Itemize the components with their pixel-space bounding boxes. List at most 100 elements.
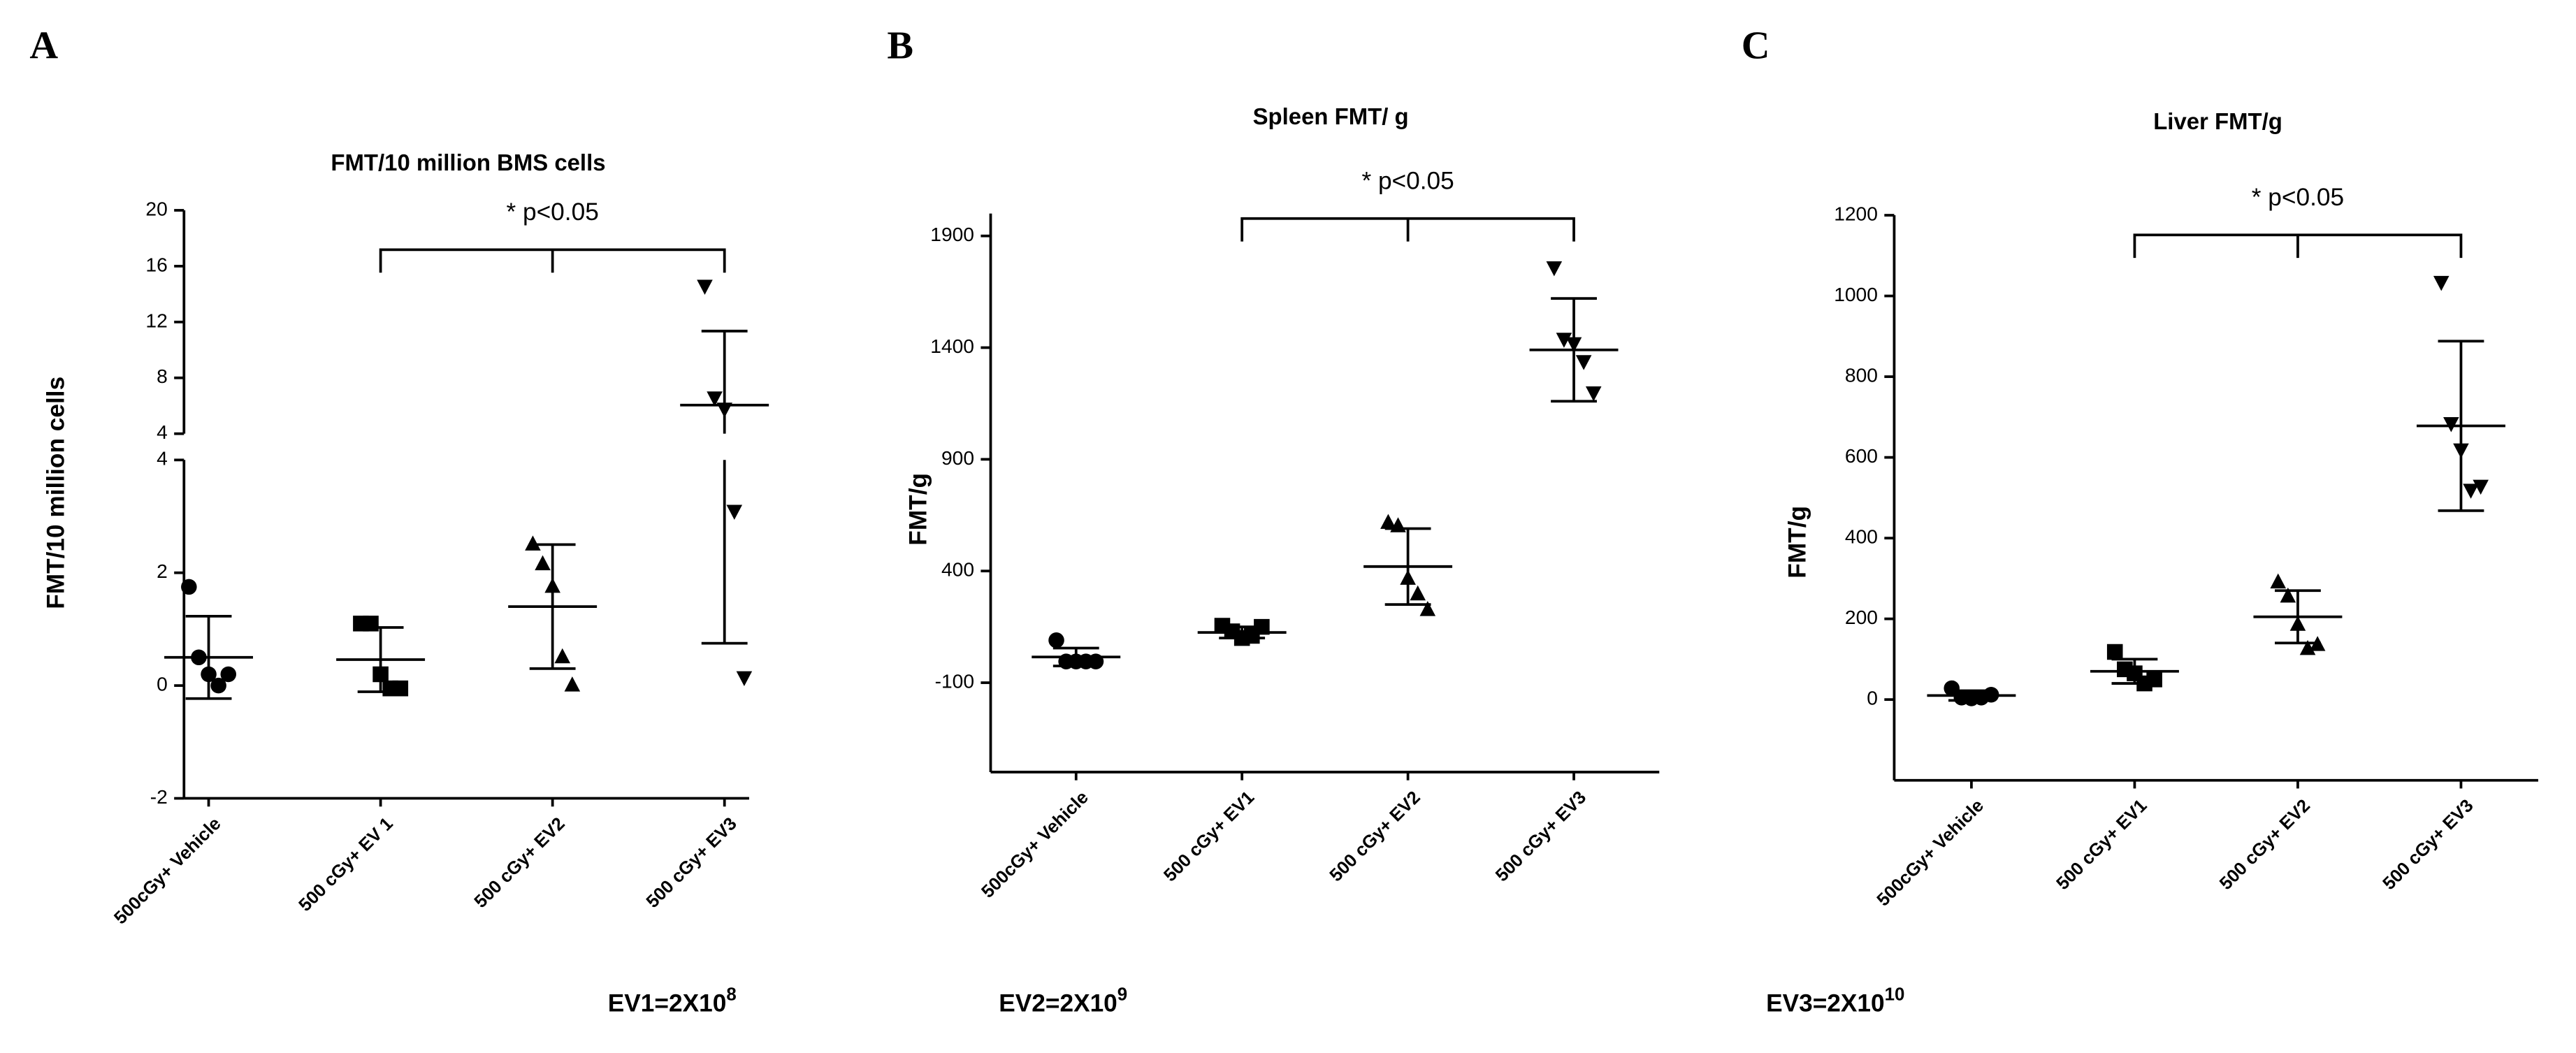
- data-point: [2146, 671, 2162, 688]
- y-tick-label: 900: [941, 446, 974, 469]
- data-point: [2309, 636, 2326, 651]
- data-point: [2433, 275, 2450, 291]
- x-tick-label: 500 cGy+ EV2: [1326, 787, 1424, 885]
- footnote-exponent: 10: [1885, 985, 1905, 1004]
- data-point: [1048, 632, 1064, 648]
- data-point: [1546, 261, 1563, 277]
- y-tick-label: 600: [1845, 444, 1878, 467]
- chart-title: Liver FMT/g: [2153, 108, 2282, 134]
- data-point: [716, 402, 732, 418]
- significance-label: * p<0.05: [2252, 184, 2344, 211]
- data-point: [2463, 484, 2479, 499]
- data-point: [2473, 479, 2489, 495]
- y-tick-label: 1000: [1834, 283, 1878, 305]
- panel-letter: C: [1742, 24, 1770, 68]
- data-point: [181, 579, 197, 595]
- x-tick-label: 500cGy+ Vehicle: [978, 787, 1092, 902]
- y-tick-label: 1900: [930, 223, 974, 245]
- footnote-text: EV1=2X10: [608, 990, 727, 1017]
- data-point: [392, 680, 409, 697]
- x-tick-label: 500 cGy+ EV2: [2216, 796, 2314, 894]
- y-tick-label: 200: [1845, 606, 1878, 628]
- y-tick-label: 4: [157, 421, 168, 443]
- data-point: [1380, 514, 1396, 529]
- data-point: [2289, 616, 2306, 631]
- footnote-text: EV3=2X10: [1766, 990, 1885, 1017]
- data-point: [1556, 333, 1572, 348]
- significance-label: * p<0.05: [506, 198, 598, 226]
- y-tick-label: 0: [1867, 687, 1878, 709]
- footnote-text: EV2=2X10: [999, 990, 1117, 1017]
- data-point: [363, 616, 379, 632]
- x-tick-label: 500 cGy+ EV3: [643, 814, 741, 912]
- data-point: [220, 666, 237, 683]
- y-tick-label: 4: [157, 447, 168, 470]
- y-axis-label: FMT/g: [905, 473, 932, 546]
- y-tick-label: 16: [145, 253, 167, 275]
- data-point: [201, 666, 217, 683]
- panel-letter: A: [29, 24, 58, 68]
- y-tick-label: -100: [935, 670, 974, 692]
- y-tick-label: 8: [157, 365, 168, 387]
- x-tick-label: 500 cGy+ EV 1: [295, 814, 396, 915]
- data-point: [1254, 618, 1270, 635]
- x-tick-label: 500cGy+ Vehicle: [1874, 796, 1988, 910]
- x-tick-label: 500 cGy+ EV3: [1492, 787, 1590, 885]
- data-point: [1983, 686, 1999, 703]
- significance-label: * p<0.05: [1361, 167, 1454, 194]
- chart-title: FMT/10 million BMS cells: [331, 150, 605, 175]
- footnote: EV3=2X1010: [1766, 985, 1904, 1017]
- y-axis-label: FMT/g: [1783, 506, 1811, 579]
- data-point: [2443, 417, 2459, 433]
- x-tick-label: 500cGy+ Vehicle: [110, 814, 225, 929]
- y-tick-label: 1200: [1834, 202, 1878, 224]
- y-tick-label: -2: [150, 785, 168, 808]
- data-point: [1400, 569, 1416, 585]
- y-tick-label: 0: [157, 673, 168, 695]
- data-point: [1410, 585, 1426, 601]
- footnote-exponent: 8: [726, 985, 736, 1004]
- data-point: [535, 555, 551, 571]
- data-point: [697, 279, 713, 295]
- footnote: EV1=2X108: [608, 985, 737, 1017]
- chart-title: Spleen FMT/ g: [1253, 103, 1409, 129]
- x-tick-label: 500 cGy+ EV3: [2379, 796, 2477, 894]
- y-tick-label: 400: [941, 558, 974, 581]
- y-tick-label: 1400: [930, 335, 974, 357]
- data-point: [2106, 644, 2123, 660]
- data-point: [525, 535, 541, 551]
- y-tick-label: 2: [157, 560, 168, 582]
- x-tick-label: 500 cGy+ EV2: [471, 814, 569, 912]
- data-point: [372, 666, 389, 683]
- y-axis-label: FMT/10 million cells: [43, 377, 70, 609]
- data-point: [1390, 517, 1406, 532]
- y-tick-label: 12: [145, 309, 167, 331]
- data-point: [564, 676, 581, 692]
- data-point: [554, 648, 571, 664]
- y-tick-label: 20: [145, 197, 167, 219]
- data-point: [1944, 680, 1960, 697]
- panel-letter: B: [887, 24, 913, 68]
- data-point: [707, 391, 723, 407]
- data-point: [544, 577, 560, 593]
- data-point: [191, 649, 207, 666]
- footnote: EV2=2X109: [999, 985, 1127, 1017]
- data-point: [2299, 639, 2316, 655]
- significance-bracket: [379, 248, 726, 273]
- significance-bracket: [1240, 217, 1575, 242]
- data-point: [726, 504, 743, 520]
- data-point: [1565, 337, 1582, 353]
- x-tick-label: 500 cGy+ EV1: [2053, 796, 2150, 894]
- data-point: [1575, 355, 1592, 370]
- data-point: [1585, 386, 1602, 402]
- y-tick-label: 400: [1845, 525, 1878, 548]
- data-point: [1087, 653, 1104, 669]
- footnote-exponent: 9: [1117, 985, 1127, 1004]
- data-point: [1419, 601, 1436, 616]
- data-point: [736, 671, 753, 687]
- x-tick-label: 500 cGy+ EV1: [1160, 787, 1258, 885]
- data-point: [2270, 573, 2287, 589]
- data-point: [210, 677, 226, 694]
- significance-bracket: [2133, 233, 2463, 259]
